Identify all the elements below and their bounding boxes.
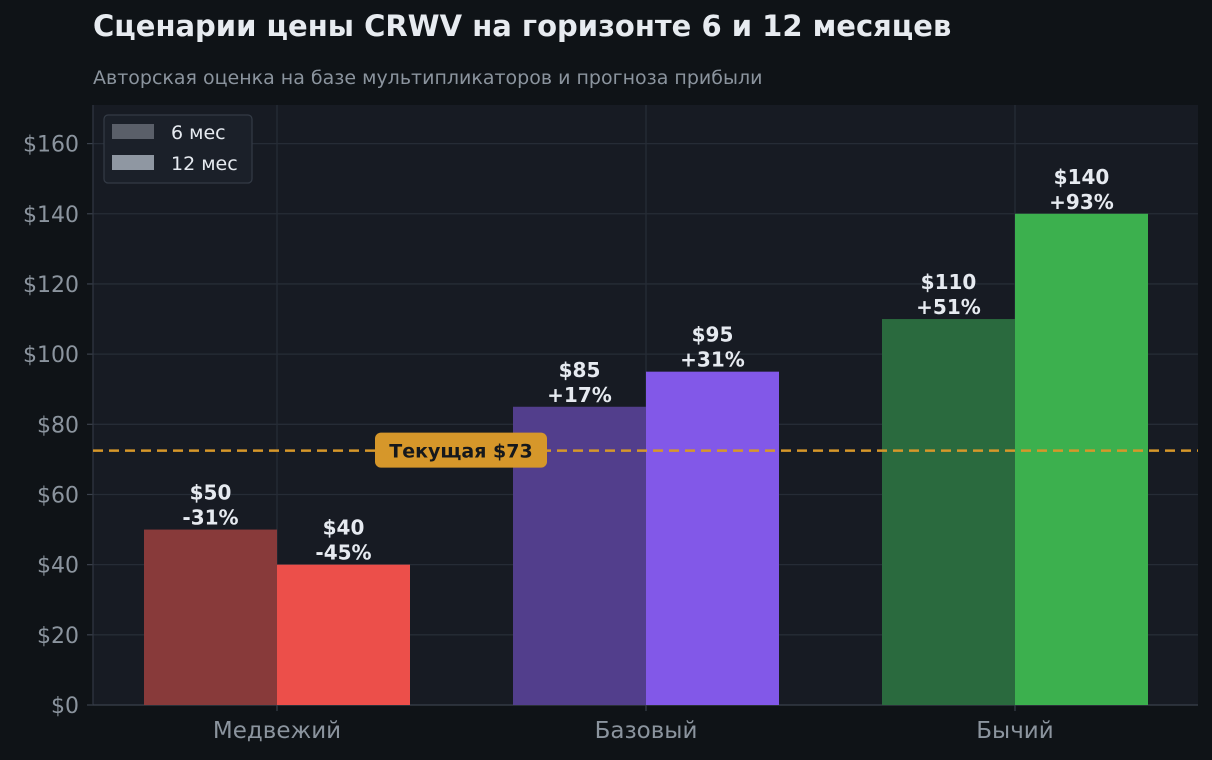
legend-swatch xyxy=(112,124,154,139)
bar-value-label: $50 xyxy=(190,481,232,505)
bar-change-label: +93% xyxy=(1049,190,1114,214)
bar-value-label: $40 xyxy=(323,516,365,540)
legend-label: 6 мес xyxy=(171,122,226,144)
bar[interactable] xyxy=(144,529,277,705)
bar-value-label: $140 xyxy=(1054,165,1110,189)
bar-change-label: +51% xyxy=(916,295,981,319)
bar-value-label: $95 xyxy=(692,323,734,347)
bar-change-label: +17% xyxy=(547,383,612,407)
chart-subtitle: Авторская оценка на базе мультипликаторо… xyxy=(93,67,763,89)
y-tick-label: $80 xyxy=(37,413,79,438)
y-tick-label: $140 xyxy=(23,203,79,228)
bar-change-label: +31% xyxy=(680,348,745,372)
current-price-badge xyxy=(375,432,547,468)
y-tick-label: $120 xyxy=(23,273,79,298)
x-tick-label: Базовый xyxy=(595,718,698,744)
bar-change-label: -45% xyxy=(315,541,371,565)
bar-value-label: $85 xyxy=(559,358,601,382)
bar-change-label: -31% xyxy=(182,506,238,530)
y-tick-label: $60 xyxy=(37,483,79,508)
y-tick-label: $40 xyxy=(37,554,79,579)
x-tick-label: Бычий xyxy=(976,718,1053,744)
y-tick-label: $0 xyxy=(51,694,79,719)
y-tick-label: $100 xyxy=(23,343,79,368)
bar[interactable] xyxy=(277,564,410,705)
bar-value-label: $110 xyxy=(921,270,977,294)
y-tick-label: $160 xyxy=(23,133,79,158)
legend-swatch xyxy=(112,155,154,170)
x-tick-label: Медвежий xyxy=(213,718,341,744)
bar[interactable] xyxy=(882,319,1015,705)
bar[interactable] xyxy=(1015,213,1148,706)
y-tick-label: $20 xyxy=(37,624,79,649)
chart-title: Сценарии цены CRWV на горизонте 6 и 12 м… xyxy=(93,9,952,43)
legend-label: 12 мес xyxy=(171,153,238,175)
bar[interactable] xyxy=(646,371,779,705)
current-price-label: Текущая $73 xyxy=(389,441,532,463)
